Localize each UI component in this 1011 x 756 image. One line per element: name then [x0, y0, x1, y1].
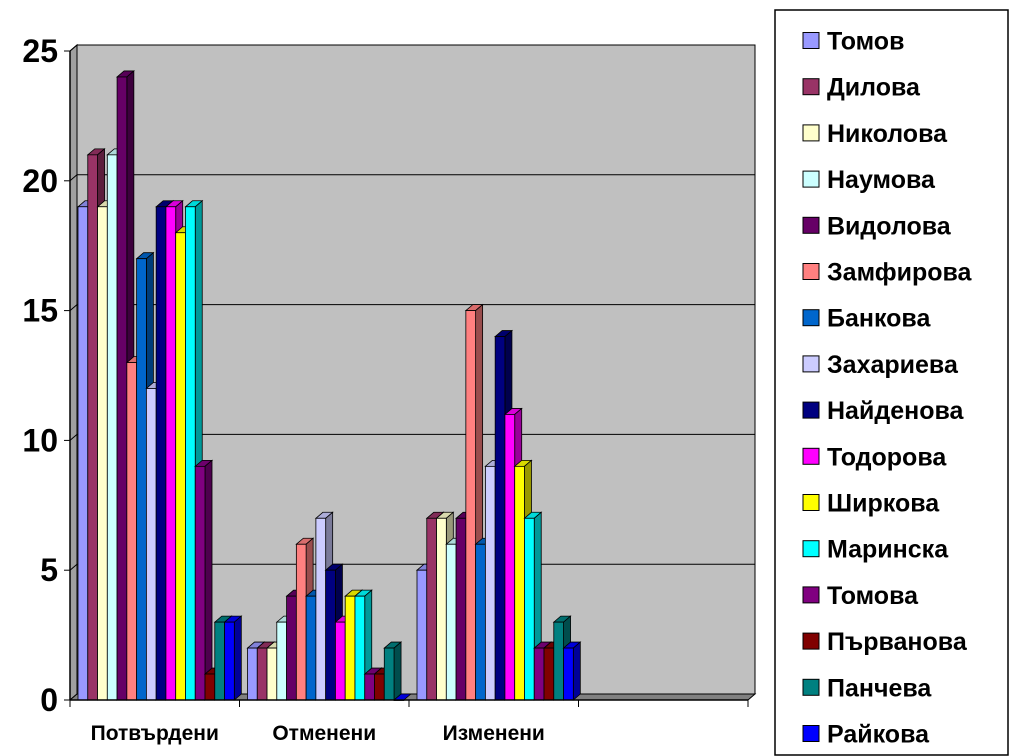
y-tick-label: 25 — [22, 33, 58, 69]
bar-2-15 — [384, 642, 401, 700]
legend-label: Банкова — [827, 305, 931, 333]
y-tick-label: 10 — [22, 422, 58, 458]
legend-swatch — [803, 726, 819, 742]
legend-swatch — [803, 448, 819, 464]
legend: Томов Дилова Николова Наумова Видолова Замфир… — [775, 10, 1008, 755]
y-tick-label: 20 — [22, 163, 58, 199]
legend-label: Панчева — [827, 674, 932, 702]
legend-label: Захариева — [827, 351, 959, 379]
legend-label: Дилова — [827, 74, 921, 102]
legend-swatch — [803, 264, 819, 280]
legend-swatch — [803, 217, 819, 233]
legend-label: Райкова — [827, 721, 930, 749]
bar-1-13 — [195, 460, 212, 700]
plot-side-wall — [70, 45, 77, 700]
y-tick-label: 0 — [40, 682, 58, 718]
legend-swatch — [803, 541, 819, 557]
legend-swatch — [803, 356, 819, 372]
bar-1-16 — [225, 616, 242, 700]
legend-swatch — [803, 171, 819, 187]
legend-swatch — [803, 33, 819, 49]
legend-swatch — [803, 679, 819, 695]
legend-swatch — [803, 495, 819, 511]
y-tick-label: 5 — [40, 552, 58, 588]
legend-label: Наумова — [827, 166, 936, 194]
legend-label: Първанова — [827, 628, 968, 656]
legend-item: Захариева — [803, 351, 959, 379]
legend-label: Маринска — [827, 536, 949, 564]
legend-label: Найденова — [827, 397, 965, 425]
legend-swatch — [803, 633, 819, 649]
legend-label: Видолова — [827, 212, 952, 240]
legend-swatch — [803, 79, 819, 95]
legend-label: Ширкова — [827, 490, 940, 518]
x-category-label: Изменени — [443, 722, 545, 745]
legend-swatch — [803, 125, 819, 141]
legend-item: Първанова — [803, 628, 968, 656]
legend-label: Томов — [827, 28, 904, 56]
x-category-label: Отменени — [272, 722, 376, 745]
y-tick-label: 15 — [22, 293, 58, 329]
x-category-label: Потвърдени — [91, 722, 219, 745]
legend-label: Николова — [827, 120, 948, 148]
legend-swatch — [803, 587, 819, 603]
legend-swatch — [803, 310, 819, 326]
bar-3-16 — [564, 642, 581, 700]
legend-item: Замфирова — [803, 259, 973, 287]
legend-label: Замфирова — [827, 259, 973, 287]
legend-label: Тодорова — [827, 443, 947, 471]
legend-label: Томова — [827, 582, 919, 610]
legend-item: Найденова — [803, 397, 965, 425]
legend-swatch — [803, 402, 819, 418]
